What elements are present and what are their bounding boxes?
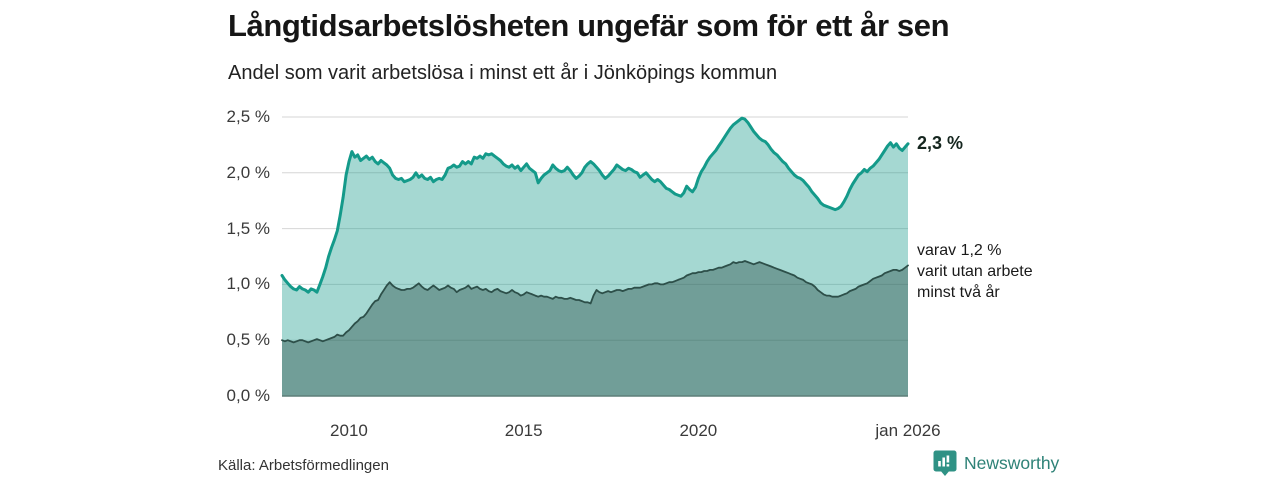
y-tick-label: 0,0 % (226, 386, 270, 405)
annotation-line: varit utan arbete (917, 263, 1033, 280)
annotation-line: minst två år (917, 284, 1000, 301)
newsworthy-wordmark: Newsworthy (964, 453, 1060, 473)
series-end-value-label: 2,3 % (917, 133, 964, 153)
x-tick-label: 2015 (504, 421, 543, 440)
newsworthy-bubble-chart-icon (933, 450, 957, 476)
area-fill-series-1 (282, 118, 908, 396)
y-tick-label: 2,0 % (226, 162, 270, 182)
y-tick-label: 0,5 % (226, 330, 270, 350)
y-tick-label: 2,5 % (226, 107, 270, 126)
area-fill-series-2 (282, 261, 908, 396)
line-series-1 (280, 116, 910, 294)
y-tick-label: 1,5 % (226, 218, 270, 238)
x-tick-label: 2010 (330, 421, 368, 440)
x-tick-label: jan 2026 (875, 421, 941, 440)
newsworthy-logo[interactable]: Newsworthy (933, 450, 1059, 477)
y-tick-label: 1,0 % (226, 274, 270, 294)
line-series-2 (281, 260, 909, 344)
x-tick-label: 2020 (679, 421, 718, 440)
series2-annotation: varav 1,2 % varit utan arbete minst två … (917, 240, 1033, 303)
source-attribution: Källa: Arbetsförmedlingen (218, 457, 389, 474)
page-title: Långtidsarbetslösheten ungefär som för e… (228, 8, 950, 43)
chart-subtitle: Andel som varit arbetslösa i minst ett å… (228, 62, 778, 84)
annotation-line: varav 1,2 % (917, 242, 1002, 259)
